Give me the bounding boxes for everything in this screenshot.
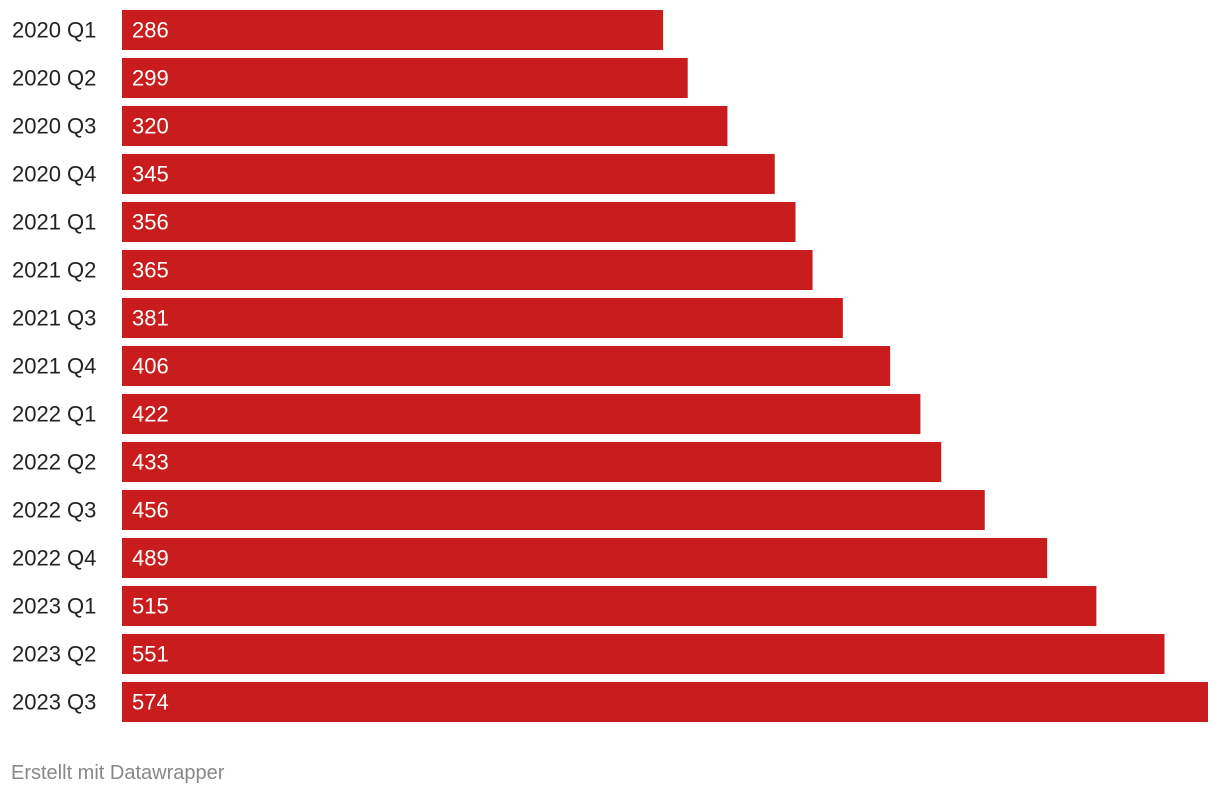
category-label: 2023 Q1: [12, 594, 96, 619]
bar: [122, 394, 921, 434]
bar-row: 2023 Q1 515: [12, 586, 1097, 626]
value-label: 433: [132, 450, 169, 475]
bar: [122, 298, 843, 338]
bar-row: 2020 Q3 320: [12, 106, 728, 146]
category-label: 2023 Q2: [12, 642, 96, 667]
value-label: 299: [132, 66, 169, 91]
bar-row: 2022 Q1 422: [12, 394, 921, 434]
bar-row: 2021 Q4 406: [12, 346, 891, 386]
bar: [122, 250, 813, 290]
chart-credit: Erstellt mit Datawrapper: [11, 762, 225, 784]
category-label: 2022 Q2: [12, 450, 96, 475]
bar: [122, 106, 728, 146]
value-label: 381: [132, 306, 169, 331]
value-label: 320: [132, 114, 169, 139]
value-label: 551: [132, 642, 169, 667]
value-label: 456: [132, 498, 169, 523]
category-label: 2021 Q4: [12, 354, 96, 379]
bar: [122, 490, 985, 530]
category-label: 2020 Q1: [12, 18, 96, 43]
category-label: 2021 Q3: [12, 306, 96, 331]
value-label: 356: [132, 210, 169, 235]
bar: [122, 682, 1208, 722]
bar-row: 2020 Q4 345: [12, 154, 775, 194]
category-label: 2023 Q3: [12, 690, 96, 715]
category-label: 2022 Q3: [12, 498, 96, 523]
category-label: 2020 Q4: [12, 162, 96, 187]
bar: [122, 154, 775, 194]
category-label: 2020 Q2: [12, 66, 96, 91]
category-label: 2021 Q2: [12, 258, 96, 283]
bar: [122, 634, 1165, 674]
value-label: 365: [132, 258, 169, 283]
bar: [122, 202, 796, 242]
value-label: 286: [132, 18, 169, 43]
bar-row: 2020 Q1 286: [12, 10, 664, 50]
bar-chart: 2020 Q1 286 2020 Q2 299 2020 Q3 320 2020 Q4 345…: [12, 10, 1208, 722]
bar: [122, 10, 664, 50]
bar-row: 2021 Q2 365: [12, 250, 813, 290]
bar-row: 2022 Q3 456: [12, 490, 985, 530]
bar: [122, 346, 891, 386]
category-label: 2022 Q4: [12, 546, 96, 571]
value-label: 345: [132, 162, 169, 187]
category-label: 2020 Q3: [12, 114, 96, 139]
bar: [122, 58, 688, 98]
bar-row: 2021 Q1 356: [12, 202, 796, 242]
bar-row: 2023 Q3 574: [12, 682, 1208, 722]
value-label: 406: [132, 354, 169, 379]
bar: [122, 538, 1048, 578]
value-label: 515: [132, 594, 169, 619]
bar-row: 2021 Q3 381: [12, 298, 843, 338]
value-label: 489: [132, 546, 169, 571]
bar-row: 2020 Q2 299: [12, 58, 688, 98]
bar: [122, 586, 1097, 626]
bar-row: 2022 Q2 433: [12, 442, 942, 482]
category-label: 2021 Q1: [12, 210, 96, 235]
bar: [122, 442, 942, 482]
value-label: 574: [132, 690, 169, 715]
bar-row: 2022 Q4 489: [12, 538, 1048, 578]
bar-row: 2023 Q2 551: [12, 634, 1165, 674]
category-label: 2022 Q1: [12, 402, 96, 427]
value-label: 422: [132, 402, 169, 427]
